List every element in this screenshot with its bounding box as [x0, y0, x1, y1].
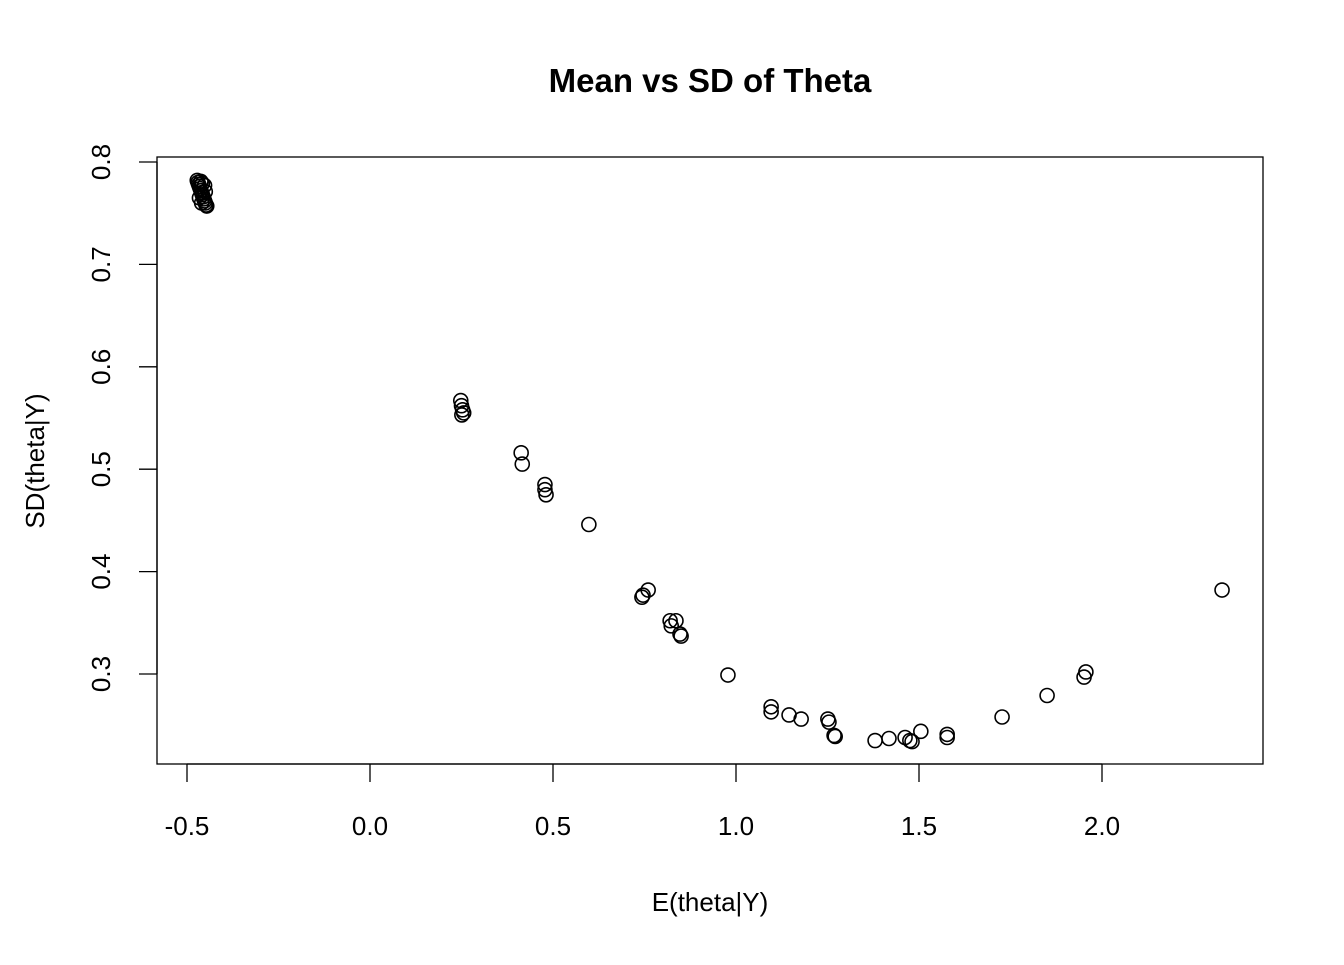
data-point — [793, 711, 809, 727]
y-tick-label: 0.5 — [86, 451, 116, 487]
data-point — [913, 723, 929, 740]
y-axis: 0.3 0.4 0.5 0.6 0.7 0.8 — [86, 144, 158, 692]
y-tick-label: 0.7 — [86, 246, 116, 282]
x-axis-label: E(theta|Y) — [652, 887, 769, 917]
data-point — [514, 456, 531, 472]
data-point — [635, 587, 651, 603]
data-point — [939, 729, 955, 746]
x-tick-label: 2.0 — [1084, 811, 1120, 841]
y-tick-label: 0.8 — [86, 144, 116, 180]
x-tick-label: 1.5 — [901, 811, 937, 841]
data-point — [827, 728, 843, 745]
y-tick-label: 0.4 — [86, 554, 116, 590]
data-point — [455, 405, 472, 421]
data-point — [763, 698, 779, 715]
x-tick-label: 0.5 — [535, 811, 571, 841]
data-point — [821, 714, 837, 730]
data-point — [994, 709, 1010, 725]
data-point — [538, 486, 554, 503]
x-tick-label: 1.0 — [718, 811, 754, 841]
data-point — [673, 628, 689, 644]
data-point — [1039, 687, 1055, 704]
data-point — [720, 667, 736, 683]
data-point — [881, 730, 897, 747]
data-point — [454, 407, 470, 423]
data-point — [663, 618, 680, 634]
y-tick-label: 0.3 — [86, 656, 116, 692]
chart-title: Mean vs SD of Theta — [549, 62, 872, 99]
x-tick-label: -0.5 — [165, 811, 210, 841]
data-point — [826, 727, 842, 744]
y-tick-label: 0.6 — [86, 349, 116, 385]
data-point — [193, 173, 209, 190]
data-point — [193, 195, 210, 211]
data-point — [513, 445, 529, 461]
data-point — [640, 582, 656, 598]
data-point — [662, 612, 678, 629]
data-point — [1078, 664, 1094, 680]
data-point — [194, 175, 211, 192]
data-point — [763, 704, 779, 720]
data-point — [537, 481, 553, 498]
plot-frame — [156, 156, 1264, 765]
x-tick-label: 0.0 — [352, 811, 388, 841]
data-points — [189, 172, 1230, 750]
data-point — [904, 733, 920, 750]
x-axis: -0.5 0.0 0.5 1.0 1.5 2.0 — [165, 763, 1120, 841]
data-point — [939, 726, 955, 743]
data-point — [537, 476, 553, 493]
data-point — [867, 732, 883, 749]
data-point — [581, 516, 597, 533]
y-axis-label: SD(theta|Y) — [20, 393, 50, 528]
data-point — [1214, 582, 1230, 598]
